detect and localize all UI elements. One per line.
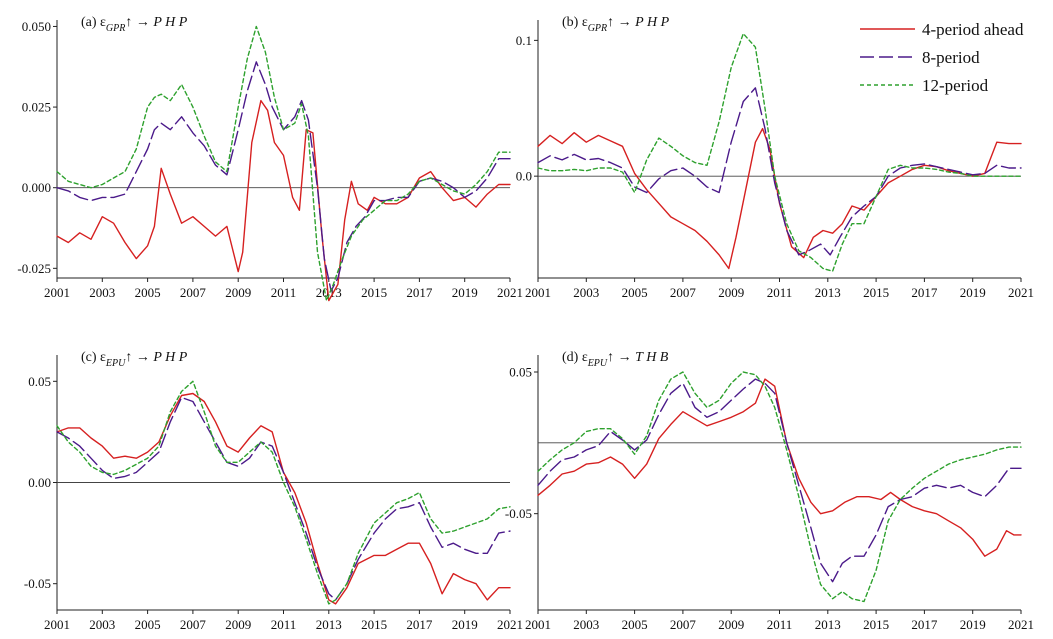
x-tick-label: 2007	[180, 617, 207, 632]
x-tick-label: 2021	[497, 617, 523, 632]
x-tick-label: 2019	[452, 617, 478, 632]
x-tick-label: 2009	[718, 617, 744, 632]
x-tick-label: 2019	[452, 285, 478, 300]
panel-title-sub: EPU	[587, 358, 608, 369]
series-line-12-period	[537, 32, 1022, 272]
x-tick-label: 2007	[670, 617, 697, 632]
legend-entry: 12-period	[860, 76, 989, 95]
x-tick-label: 2005	[622, 617, 648, 632]
y-tick-label: -0.05	[24, 576, 51, 591]
x-tick-label: 2011	[271, 285, 297, 300]
x-tick-label: 2013	[815, 617, 841, 632]
x-tick-label: 2009	[225, 285, 251, 300]
legend-label-8-period: 8-period	[922, 48, 980, 67]
panel-title-prefix: (c) ε	[81, 350, 106, 365]
panel-title-arrow: ↑ →	[125, 350, 153, 365]
x-tick-label: 2009	[718, 285, 744, 300]
x-tick-label: 2013	[815, 285, 841, 300]
x-tick-label: 2001	[525, 617, 551, 632]
x-tick-label: 2017	[406, 285, 433, 300]
panel-title-arrow: ↑ →	[125, 15, 153, 30]
x-tick-label: 2017	[911, 617, 938, 632]
x-tick-label: 2007	[180, 285, 207, 300]
panel-title-arrow: ↑ →	[607, 15, 635, 30]
panel-title-target: T H B	[635, 350, 669, 365]
panel-title-prefix: (d) ε	[562, 350, 588, 365]
x-tick-label: 2021	[1008, 285, 1034, 300]
x-tick-label: 2011	[767, 285, 793, 300]
x-tick-label: 2011	[271, 617, 297, 632]
legend: 4-period ahead 8-period 12-period	[860, 20, 1024, 95]
panel-title-sub: GPR	[106, 23, 125, 34]
legend-label-4-period: 4-period ahead	[922, 20, 1024, 39]
x-tick-label: 2017	[911, 285, 938, 300]
x-tick-label: 2021	[1008, 617, 1034, 632]
panel-title-sub: EPU	[105, 358, 126, 369]
x-tick-label: 2007	[670, 285, 697, 300]
panel-title-target: P H P	[152, 350, 187, 365]
panel-title-target: P H P	[152, 15, 187, 30]
x-tick-label: 2001	[44, 617, 70, 632]
series-line-8-period	[537, 87, 1022, 256]
panel-title: (d) εEPU↑ → T H B	[562, 350, 669, 369]
y-tick-label: -0.05	[505, 506, 532, 521]
x-tick-label: 2015	[361, 285, 387, 300]
series-line-4-period	[537, 378, 1022, 557]
x-tick-label: 2003	[89, 285, 115, 300]
y-tick-label: 0.050	[22, 19, 51, 34]
x-tick-label: 2019	[960, 285, 986, 300]
panel-title-sub: GPR	[588, 23, 607, 34]
panel-title-target: P H P	[634, 15, 669, 30]
y-tick-label: 0.1	[516, 33, 532, 48]
x-tick-label: 2009	[225, 617, 251, 632]
y-tick-label: 0.025	[22, 100, 51, 115]
legend-label-12-period: 12-period	[922, 76, 989, 95]
panel-title: (a) εGPR↑ → P H P	[81, 15, 188, 34]
panel-title-prefix: (a) ε	[81, 15, 106, 30]
panel-a: 0.050 0.025 0.000 -0.025 2001 2003 2005 2007 200…	[17, 15, 523, 302]
x-tick-label: 2005	[622, 285, 648, 300]
series-line-4-period	[537, 127, 1022, 270]
series-line-8-period	[537, 378, 1022, 583]
y-tick-label: 0.0	[516, 169, 532, 184]
series-line-4-period	[56, 99, 511, 302]
series-line-12-period	[56, 25, 511, 302]
x-tick-label: 2015	[863, 285, 889, 300]
panel-title: (b) εGPR↑ → P H P	[562, 15, 670, 34]
series-line-8-period	[56, 396, 511, 601]
x-tick-label: 2011	[767, 617, 793, 632]
x-tick-label: 2021	[497, 285, 523, 300]
x-tick-label: 2003	[573, 617, 599, 632]
panel-title-arrow: ↑ →	[607, 350, 635, 365]
series-line-12-period	[56, 380, 511, 605]
y-tick-label: 0.00	[28, 475, 51, 490]
panel-title: (c) εEPU↑ → P H P	[81, 350, 188, 369]
series-line-8-period	[56, 61, 511, 292]
x-tick-label: 2001	[44, 285, 70, 300]
chart-panels: 0.050 0.025 0.000 -0.025 2001 2003 2005 2007 200…	[17, 15, 1034, 632]
series-line-4-period	[56, 392, 511, 605]
series-line-12-period	[537, 371, 1022, 603]
panel-title-prefix: (b) ε	[562, 15, 588, 30]
legend-entry: 8-period	[860, 48, 980, 67]
x-tick-label: 2013	[316, 617, 342, 632]
y-tick-label: -0.025	[17, 261, 51, 276]
legend-entry: 4-period ahead	[860, 20, 1024, 39]
x-tick-label: 2015	[863, 617, 889, 632]
x-tick-label: 2005	[135, 285, 161, 300]
panel-c: 0.05 0.00 -0.05 2001 2003 2005 2007 2009 2011 201…	[24, 350, 523, 632]
x-tick-label: 2015	[361, 617, 387, 632]
x-tick-label: 2003	[573, 285, 599, 300]
panel-b: 0.1 0.0 2001 2003 2005 2007 2009 2011 2013 2015 20…	[516, 15, 1034, 300]
x-tick-label: 2019	[960, 617, 986, 632]
y-tick-label: 0.000	[22, 180, 51, 195]
x-tick-label: 2003	[89, 617, 115, 632]
panel-d: 0.05 -0.05 2001 2003 2005 2007 2009 2011 2013 201…	[505, 350, 1034, 632]
x-tick-label: 2001	[525, 285, 551, 300]
y-tick-label: 0.05	[28, 374, 51, 389]
x-tick-label: 2017	[406, 617, 433, 632]
x-tick-label: 2005	[135, 617, 161, 632]
y-tick-label: 0.05	[509, 365, 532, 380]
